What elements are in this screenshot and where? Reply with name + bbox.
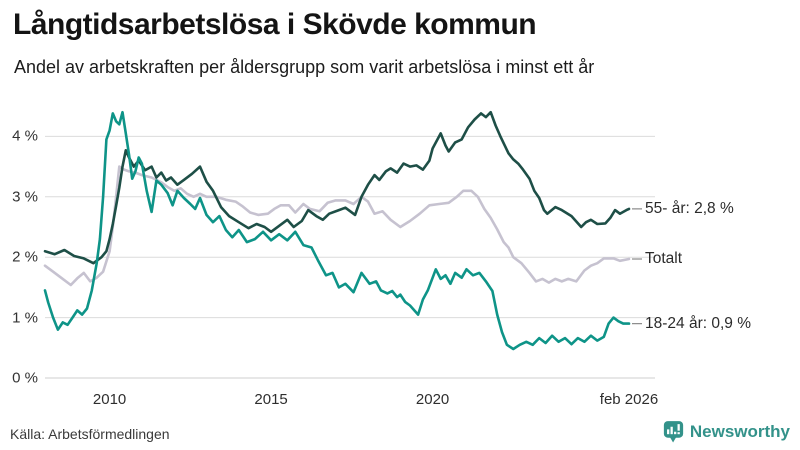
y-tick-label: 2 % [12,248,38,266]
series-label-55- år: 55- år: 2,8 % [645,199,734,217]
x-tick-label: feb 2026 [599,391,659,408]
y-tick-label: 0 % [12,369,38,387]
series-label-Totalt: Totalt [645,250,683,267]
y-tick-label: 1 % [12,309,38,327]
chart-subtitle: Andel av arbetskraften per åldersgrupp s… [14,57,595,77]
brand-text: Newsworthy [689,422,790,441]
series-line-18-24 år [43,110,631,351]
x-tick-label: 2015 [254,391,288,408]
newsworthy-logo-icon [663,420,684,444]
series-label-18-24 år: 18-24 år: 0,9 % [645,314,751,332]
series-line-Totalt [43,165,631,287]
x-tick-label: 2010 [92,391,127,408]
newsworthy-logo: Newsworthy [663,420,790,444]
series-line-55- år [43,110,631,265]
source-note: Källa: Arbetsförmedlingen [10,426,170,442]
chart-title: Långtidsarbetslösa i Skövde kommun [13,8,537,41]
y-tick-label: 4 % [12,127,38,145]
x-tick-label: 2020 [415,391,450,408]
y-tick-label: 3 % [12,188,38,206]
